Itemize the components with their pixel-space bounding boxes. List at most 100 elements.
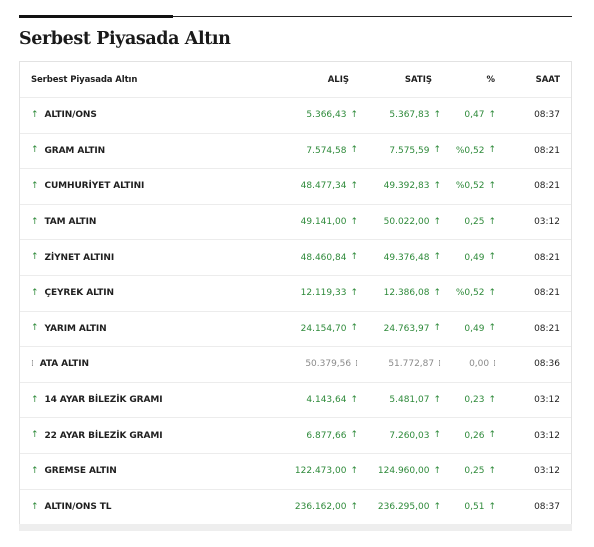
table-row[interactable]: ⁞ ATA ALTIN 50.379,56 ⁞ 51.772,87 ⁞ 0,00…	[20, 347, 571, 383]
table-row[interactable]: ↑ TAM ALTIN 49.141,00 ↑ 50.022,00 ↑ 0,25…	[20, 205, 571, 241]
row-name-cell[interactable]: ↑ GRAM ALTIN	[31, 134, 105, 169]
row-sell-cell: 7.260,03 ↑	[389, 418, 441, 453]
row-name[interactable]: 14 AYAR BİLEZİK GRAMI	[44, 395, 163, 406]
table-row[interactable]: ↑ 14 AYAR BİLEZİK GRAMI 4.143,64 ↑ 5.481…	[20, 383, 571, 419]
buy-value: 236.162,00	[294, 502, 347, 513]
row-time-cell: 08:37	[534, 490, 560, 526]
row-name-cell[interactable]: ↑ TAM ALTIN	[31, 205, 96, 240]
arrow-up-icon: ↑	[488, 180, 496, 191]
percent-value: 0,00	[469, 359, 490, 370]
row-name[interactable]: ALTIN/ONS TL	[44, 502, 112, 513]
row-name-cell[interactable]: ↑ YARIM ALTIN	[31, 312, 107, 347]
row-buy-cell: 24.154,70 ↑	[301, 312, 358, 347]
buy-value: 122.473,00	[294, 466, 347, 477]
table-row[interactable]: ↑ ALTIN/ONS 5.366,43 ↑ 5.367,83 ↑ 0,47 ↑…	[20, 98, 571, 134]
row-name[interactable]: ATA ALTIN	[39, 359, 89, 370]
row-name[interactable]: ZİYNET ALTINI	[44, 252, 115, 263]
row-time-cell: 08:36	[534, 347, 560, 382]
top-divider-accent	[19, 15, 173, 18]
time-value: 08:37	[534, 502, 560, 513]
table-row[interactable]: ↑ ZİYNET ALTINI 48.460,84 ↑ 49.376,48 ↑ …	[20, 240, 571, 276]
arrow-up-icon: ↑	[488, 394, 496, 405]
arrow-up-icon: ↑	[433, 394, 441, 405]
row-buy-cell: 236.162,00 ↑	[295, 490, 358, 526]
buy-value: 12.119,33	[300, 288, 347, 299]
table-row[interactable]: ↑ 22 AYAR BİLEZİK GRAMI 6.877,66 ↑ 7.260…	[20, 418, 571, 454]
card-bottom-shadow	[19, 524, 572, 531]
row-name[interactable]: ALTIN/ONS	[44, 110, 97, 121]
table-row[interactable]: ↑ GREMSE ALTIN 122.473,00 ↑ 124.960,00 ↑…	[20, 454, 571, 490]
row-buy-cell: 48.460,84 ↑	[301, 240, 358, 275]
table-row[interactable]: ↑ CUMHURİYET ALTINI 48.477,34 ↑ 49.392,8…	[20, 169, 571, 205]
row-percent-cell: 0,49 ↑	[464, 312, 496, 347]
row-percent-cell: 0,23 ↑	[464, 383, 496, 418]
arrow-up-icon: ↑	[433, 501, 441, 512]
row-sell-cell: 12.386,08 ↑	[384, 276, 441, 311]
arrow-up-icon: ↑	[31, 501, 39, 512]
row-name-cell[interactable]: ↑ 22 AYAR BİLEZİK GRAMI	[31, 418, 163, 453]
sell-value: 7.260,03	[389, 430, 430, 441]
row-name[interactable]: TAM ALTIN	[44, 217, 97, 228]
arrow-up-icon: ↑	[350, 501, 358, 512]
sell-value: 49.376,48	[383, 252, 430, 263]
time-value: 03:12	[534, 466, 560, 477]
arrow-up-icon: ↑	[488, 216, 496, 227]
row-time-cell: 08:21	[534, 134, 560, 169]
row-name[interactable]: YARIM ALTIN	[44, 323, 107, 334]
table-row[interactable]: ↑ YARIM ALTIN 24.154,70 ↑ 24.763,97 ↑ 0,…	[20, 312, 571, 348]
percent-value: %0,52	[455, 181, 485, 192]
row-name-cell[interactable]: ↑ CUMHURİYET ALTINI	[31, 169, 144, 204]
row-name-cell[interactable]: ↑ 14 AYAR BİLEZİK GRAMI	[31, 383, 163, 418]
row-name-cell[interactable]: ↑ GREMSE ALTIN	[31, 454, 117, 489]
time-value: 08:21	[534, 181, 560, 192]
arrow-up-icon: ↑	[31, 109, 39, 120]
table-row[interactable]: ↑ ALTIN/ONS TL 236.162,00 ↑ 236.295,00 ↑…	[20, 490, 571, 526]
arrow-up-icon: ↑	[488, 252, 496, 263]
row-name-cell[interactable]: ↑ ALTIN/ONS TL	[31, 490, 112, 526]
flat-dotted-icon: ⁞	[493, 358, 496, 369]
row-name[interactable]: CUMHURİYET ALTINI	[44, 181, 145, 192]
row-name[interactable]: ÇEYREK ALTIN	[44, 288, 114, 299]
header-name: Serbest Piyasada Altın	[31, 74, 138, 85]
row-buy-cell: 4.143,64 ↑	[306, 383, 358, 418]
row-name-cell[interactable]: ⁞ ATA ALTIN	[31, 347, 89, 382]
arrow-up-icon: ↑	[31, 323, 39, 334]
time-value: 08:37	[534, 110, 560, 121]
buy-value: 50.379,56	[305, 359, 352, 370]
sell-value: 5.481,07	[389, 395, 430, 406]
sell-value: 12.386,08	[383, 288, 430, 299]
top-divider	[19, 16, 572, 17]
arrow-up-icon: ↑	[433, 252, 441, 263]
buy-value: 6.877,66	[306, 430, 347, 441]
percent-value: 0,47	[464, 110, 485, 121]
percent-value: 0,49	[464, 252, 485, 263]
table-row[interactable]: ↑ ÇEYREK ALTIN 12.119,33 ↑ 12.386,08 ↑ %…	[20, 276, 571, 312]
row-name[interactable]: GREMSE ALTIN	[44, 466, 117, 477]
arrow-up-icon: ↑	[433, 430, 441, 441]
buy-value: 49.141,00	[300, 217, 347, 228]
row-time-cell: 08:37	[534, 98, 560, 133]
row-name[interactable]: 22 AYAR BİLEZİK GRAMI	[44, 430, 163, 441]
row-percent-cell: 0,51 ↑	[464, 490, 496, 526]
row-percent-cell: 0,25 ↑	[464, 205, 496, 240]
gold-price-table: Serbest Piyasada Altın ALIŞ SATIŞ % SAAT…	[19, 61, 572, 526]
flat-dotted-icon: ⁞	[31, 358, 34, 369]
arrow-up-icon: ↑	[31, 252, 39, 263]
row-name-cell[interactable]: ↑ ZİYNET ALTINI	[31, 240, 114, 275]
row-time-cell: 03:12	[534, 383, 560, 418]
row-buy-cell: 49.141,00 ↑	[301, 205, 358, 240]
row-sell-cell: 5.367,83 ↑	[389, 98, 441, 133]
time-value: 03:12	[534, 217, 560, 228]
table-row[interactable]: ↑ GRAM ALTIN 7.574,58 ↑ 7.575,59 ↑ %0,52…	[20, 134, 571, 170]
row-buy-cell: 50.379,56 ⁞	[305, 347, 358, 382]
header-percent: %	[486, 74, 495, 85]
row-name-cell[interactable]: ↑ ALTIN/ONS	[31, 98, 97, 133]
percent-value: 0,25	[464, 466, 485, 477]
row-name-cell[interactable]: ↑ ÇEYREK ALTIN	[31, 276, 114, 311]
sell-value: 5.367,83	[389, 110, 430, 121]
arrow-up-icon: ↑	[350, 180, 358, 191]
arrow-up-icon: ↑	[433, 287, 441, 298]
arrow-up-icon: ↑	[31, 216, 39, 227]
buy-value: 4.143,64	[306, 395, 347, 406]
row-name[interactable]: GRAM ALTIN	[44, 145, 106, 156]
